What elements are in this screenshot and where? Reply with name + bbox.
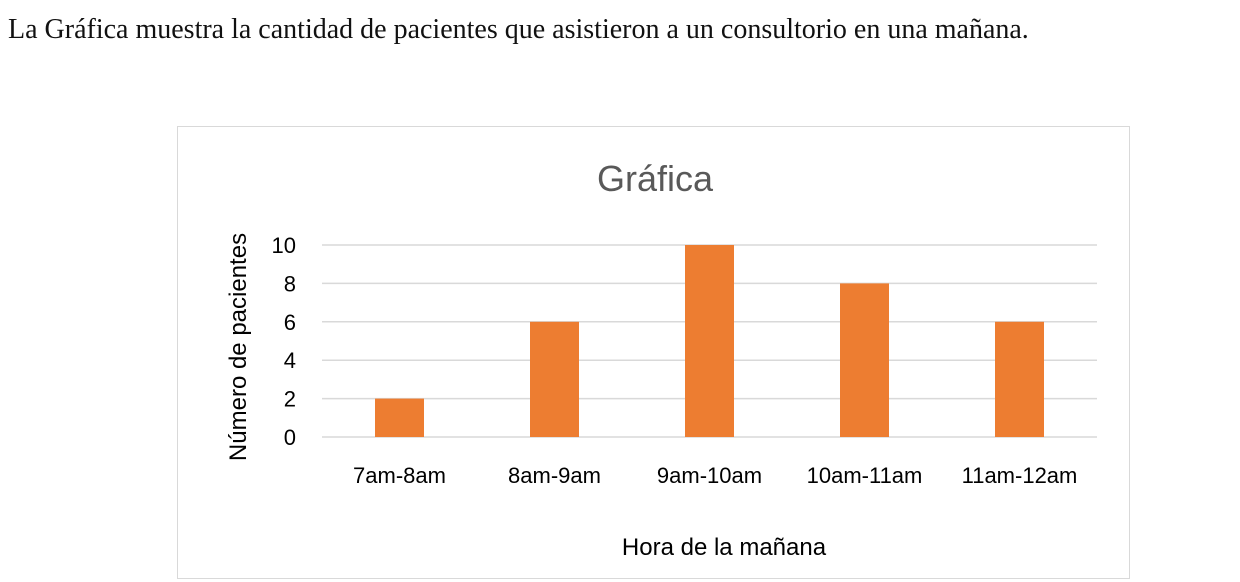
x-tick-label: 10am-11am <box>807 463 923 488</box>
x-tick-label: 11am-12am <box>962 463 1078 488</box>
y-tick-label: 2 <box>284 387 296 412</box>
y-tick-label: 8 <box>284 271 296 296</box>
x-axis-title: Hora de la mañana <box>622 534 827 561</box>
x-tick-label: 8am-9am <box>508 463 601 488</box>
y-tick-label: 0 <box>284 425 296 450</box>
chart-frame: Gráfica 0 2 4 6 8 10 7am-8am 8am-9am 9am-10am 10… <box>177 126 1130 579</box>
y-axis-title: Número de pacientes <box>225 233 252 461</box>
x-tick-label: 9am-10am <box>657 463 762 488</box>
y-tick-label: 10 <box>272 233 296 258</box>
x-tick-labels: 7am-8am 8am-9am 9am-10am 10am-11am 11am-12am <box>353 463 1077 488</box>
bar <box>685 245 734 437</box>
bar-chart: Gráfica 0 2 4 6 8 10 7am-8am 8am-9am 9am-10am 10… <box>178 127 1131 580</box>
bar <box>375 399 424 437</box>
y-tick-label: 6 <box>284 310 296 335</box>
chart-title: Gráfica <box>597 158 714 199</box>
x-tick-label: 7am-8am <box>353 463 446 488</box>
bar <box>840 283 889 437</box>
y-tick-labels: 0 2 4 6 8 10 <box>272 233 296 450</box>
intro-text: La Gráfica muestra la cantidad de pacien… <box>8 8 1236 52</box>
bar <box>530 322 579 437</box>
y-tick-label: 4 <box>284 348 296 373</box>
bars <box>375 245 1044 437</box>
bar <box>995 322 1044 437</box>
